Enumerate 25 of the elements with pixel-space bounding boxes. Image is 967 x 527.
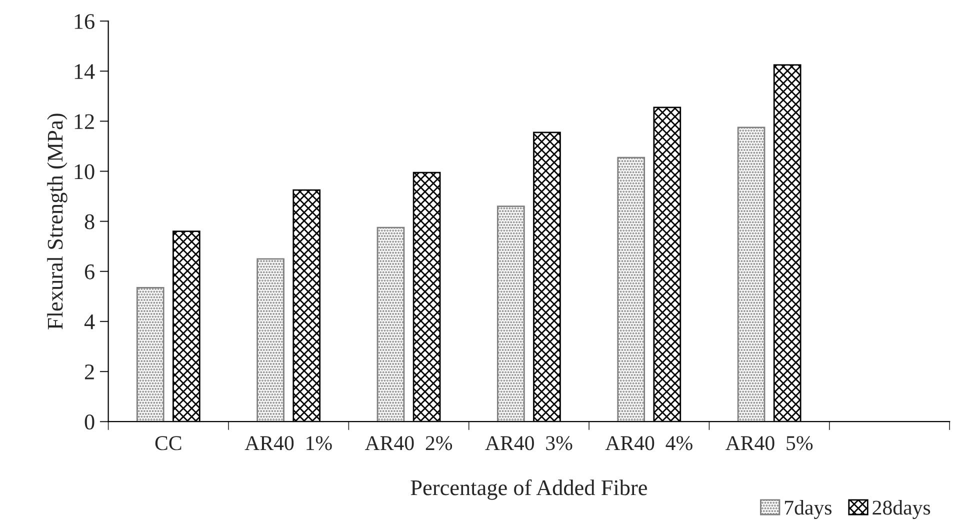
y-tick-label: 16 xyxy=(74,14,94,30)
y-tick-label: 14 xyxy=(74,64,95,79)
x-axis-title: Percentage of Added Fibre xyxy=(410,479,647,500)
y-tick-label: 6 xyxy=(84,264,94,280)
bar xyxy=(256,258,284,422)
x-tick-label: AR40 4% xyxy=(605,436,692,450)
bar xyxy=(136,286,164,422)
x-tick-label: CC xyxy=(155,436,182,450)
bar xyxy=(497,206,525,422)
y-tick-label: 8 xyxy=(84,214,94,230)
x-tick-label: AR40 2% xyxy=(364,436,452,450)
bar xyxy=(737,126,766,422)
y-tick-label: 4 xyxy=(84,314,95,330)
x-tick-label: AR40 1% xyxy=(244,436,332,450)
bar xyxy=(376,226,405,422)
legend-label: 7days xyxy=(785,500,832,519)
y-tick-label: 0 xyxy=(84,414,94,430)
y-tick-label: 10 xyxy=(74,164,94,180)
y-tick-label: 12 xyxy=(74,114,94,129)
y-tick-label: 2 xyxy=(84,364,94,380)
y-axis-title: Flexural Strength (MPa) xyxy=(47,114,68,330)
legend-label: 28days xyxy=(872,500,930,519)
x-tick-label: AR40 3% xyxy=(485,436,572,450)
bar xyxy=(617,156,646,422)
x-tick-label: AR40 5% xyxy=(726,436,813,450)
